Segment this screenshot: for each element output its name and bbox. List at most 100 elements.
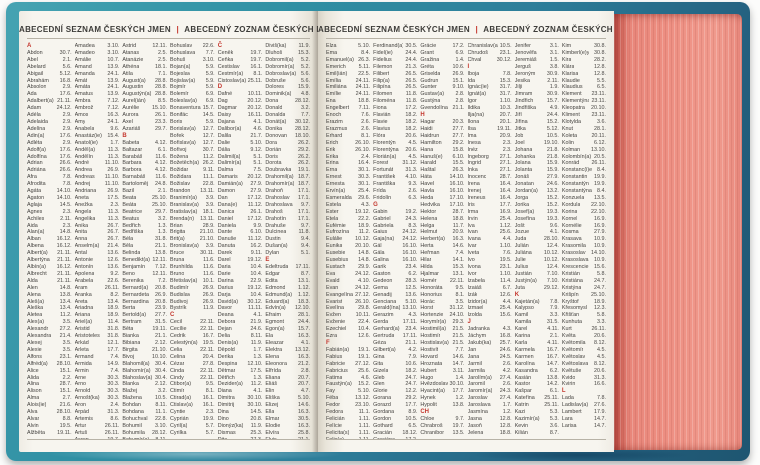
- person-name: Elodie: [265, 422, 281, 429]
- person-name: Damaris: [217, 174, 238, 181]
- name-day-date: 20.5.: [594, 153, 607, 160]
- name-day-date: 11.3.: [107, 153, 120, 160]
- person-name: Horác: [420, 298, 435, 305]
- name-entry: Anatol(ie) 1.7.: [75, 140, 120, 147]
- name-day-date: 11.9.: [250, 422, 263, 429]
- name-day-date: 2.12.: [155, 339, 168, 346]
- name-day-date: 4.5.: [408, 139, 418, 146]
- name-day-date: 8.4.: [597, 188, 607, 195]
- name-day-date: 2.3.: [62, 222, 72, 229]
- name-day-date: 6.10.: [250, 229, 263, 236]
- name-day-date: 1.12.: [298, 291, 311, 298]
- person-name: Jakub(ka): [467, 339, 492, 346]
- person-name: Erazmus: [326, 125, 348, 132]
- name-day-date: 2.6.: [502, 381, 512, 388]
- person-name: Bazil: [122, 188, 135, 195]
- person-name: Erhard: [326, 132, 343, 139]
- person-name: Jenověfa: [514, 49, 537, 56]
- name-entry: Fiona 17.2.: [373, 105, 417, 112]
- name-day-date: 18.2.: [405, 125, 418, 132]
- name-day-date: 23.9.: [155, 305, 168, 312]
- name-entry: Alexandra 21.4.: [27, 333, 72, 340]
- name-day-date: 19.5.: [499, 257, 512, 264]
- person-name: Hamilton: [420, 139, 442, 146]
- name-entry: Frída 2.6.: [373, 188, 417, 195]
- name-entry: Irvin 25.4.: [468, 216, 512, 223]
- person-name: Géza: [373, 339, 387, 346]
- person-name: Květomila: [561, 339, 586, 346]
- name-day-date: 23.11.: [591, 98, 607, 105]
- name-day-date: 28.12.: [295, 125, 311, 132]
- person-name: Arkád: [74, 339, 89, 346]
- name-entry: Karina 2.1.: [515, 333, 559, 340]
- name-entry: Hamilton 29.2.: [420, 140, 464, 147]
- person-name: Ignát(a): [467, 91, 487, 98]
- name-day-date: 14.7.: [452, 360, 465, 367]
- person-name: Gvendolína: [420, 105, 448, 112]
- name-entry: Koleta 20.11.: [562, 133, 606, 140]
- name-entry: Alen 14.8.: [27, 285, 72, 292]
- name-day-date: 13.8.: [546, 374, 559, 381]
- person-name: Izabela: [467, 277, 485, 284]
- person-name: Jonáš: [514, 174, 530, 181]
- person-name: Cedrik: [170, 333, 186, 340]
- name-day-date: 31.5.: [155, 319, 168, 326]
- name-day-date: 19.7.: [105, 437, 119, 439]
- name-day-date: 8.12.: [594, 360, 607, 367]
- name-entry: Konstanc(i)e 8.4.: [562, 167, 606, 174]
- name-entry: Hostivít 7.7.: [420, 347, 464, 354]
- name-day-date: 24.11.: [355, 77, 371, 84]
- name-day-date: 28.1.: [594, 125, 607, 132]
- person-name: Koleta: [561, 132, 578, 139]
- person-name: Flavián: [373, 112, 391, 119]
- name-entry: Ámos 16.3.: [75, 112, 120, 119]
- name-entry: Běla 21.1.: [122, 243, 167, 250]
- person-name: Fabricius: [326, 367, 348, 374]
- name-day-date: 30.3.: [358, 174, 371, 181]
- name-entry: Justián 7.10.: [515, 271, 559, 278]
- person-name: Cecil: [170, 319, 182, 326]
- name-day-date: 28.7.: [452, 208, 465, 215]
- name-entry: Aida 2.3.: [27, 223, 72, 230]
- name-day-date: 26.9.: [107, 167, 120, 174]
- person-name: Dina: [217, 409, 229, 416]
- person-name: Filip(a): [373, 77, 390, 84]
- name-entry: Genciana 5.10.: [373, 299, 417, 306]
- name-day-date: 3.5.: [62, 346, 72, 353]
- person-name: Gorana: [373, 395, 392, 402]
- name-day-date: 31.8.: [155, 236, 168, 243]
- person-name: Albert(a): [27, 250, 48, 257]
- name-day-date: 3.1.: [549, 43, 559, 49]
- name-day-date: 1.12.: [298, 284, 311, 291]
- person-name: Emiliána: [326, 84, 347, 91]
- name-day-date: 30.9.: [546, 70, 559, 77]
- name-entry: Květoslava 8.12.: [562, 361, 606, 368]
- name-entry: Drahotín 17.1.: [265, 216, 310, 223]
- name-day-date: 21.11.: [57, 257, 72, 264]
- person-name: Ambra: [74, 98, 91, 105]
- person-name: Chval: [467, 56, 482, 63]
- name-day-date: 28.7.: [59, 381, 72, 388]
- name-entry: Háta 14.10.: [420, 174, 464, 181]
- name-entry: Angelika 11.3.: [75, 216, 120, 223]
- person-name: Blahoslav(a): [122, 374, 153, 381]
- person-name: Drahoň: [265, 188, 284, 195]
- person-name: Fay: [326, 388, 335, 395]
- person-name: Kimberl(e)y: [561, 49, 590, 56]
- name-day-date: 17.5.: [250, 367, 263, 374]
- person-name: Hilda: [420, 264, 433, 270]
- name-day-date: 17.11.: [402, 319, 418, 326]
- name-entry: Babeta 4.12.: [122, 140, 167, 147]
- name-day-date: 10.12.: [543, 257, 559, 264]
- name-entry: Aristoteles 31.8.: [75, 333, 120, 340]
- name-entry: Bratislav(a) 18.1.: [170, 209, 215, 216]
- name-day-date: 7.12.: [155, 264, 168, 270]
- name-day-date: 8.11.: [153, 437, 167, 439]
- person-name: Celestýn(a): [170, 339, 198, 346]
- person-name: Julián: [514, 243, 529, 250]
- person-name: Adriána: [27, 167, 46, 174]
- name-entry: Daniela 9.9.: [218, 223, 263, 230]
- name-day-date: 25.11.: [247, 77, 263, 84]
- name-entry: Kunhuta 3.3.: [562, 319, 606, 326]
- name-entry: Kašpar 6.1.: [515, 388, 559, 395]
